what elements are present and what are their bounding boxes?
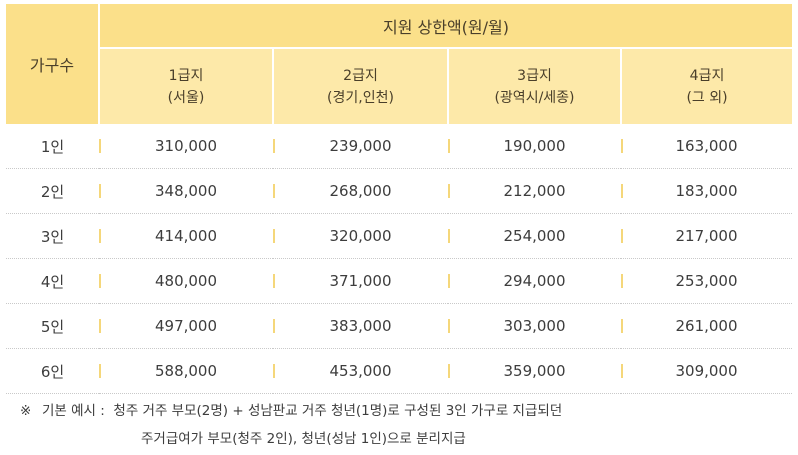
value-cell: 414,000: [99, 213, 273, 259]
header-row-top: 가구수 지원 상한액(원/월): [6, 4, 793, 124]
grade-region: (경기,인천): [327, 89, 394, 106]
grade-name: 1급지: [168, 67, 204, 84]
family-size-header: 가구수: [6, 4, 100, 124]
grade-header-4: 4급지 (그 외): [621, 48, 793, 124]
grade-header-1: 1급지 (서울): [99, 48, 274, 124]
family-size-cell: 5인: [6, 303, 99, 349]
table-row: 6인 588,000 453,000 359,000 309,000: [6, 348, 793, 394]
table-row: 2인 348,000 268,000 212,000 183,000: [6, 168, 793, 214]
note-line-1: ※ 기본 예시 : 청주 거주 부모(2명) + 성남판교 거주 청년(1명)로 …: [20, 397, 562, 425]
table-row: 5인 497,000 383,000 303,000 261,000: [6, 303, 793, 349]
value-cell: 309,000: [621, 348, 793, 394]
grade-name: 2급지: [343, 67, 378, 84]
value-cell: 217,000: [621, 213, 793, 259]
value-cell: 480,000: [99, 258, 273, 304]
value-cell: 497,000: [99, 303, 273, 349]
value-cell: 371,000: [273, 258, 448, 304]
value-cell: 588,000: [99, 348, 273, 394]
table-row: 4인 480,000 371,000 294,000 253,000: [6, 258, 793, 304]
grade-header-3: 3급지 (광역시/세종): [448, 48, 622, 124]
family-size-cell: 3인: [6, 213, 99, 259]
note-text-2: 주거급여가 부모(청주 2인), 청년(성남 1인)으로 분리지급: [141, 431, 466, 447]
family-size-cell: 4인: [6, 258, 99, 304]
value-cell: 239,000: [273, 124, 448, 169]
value-cell: 190,000: [448, 124, 621, 169]
value-cell: 348,000: [99, 168, 273, 214]
table-row: 1인 310,000 239,000 190,000 163,000: [6, 124, 793, 169]
value-cell: 359,000: [448, 348, 621, 394]
grade-name: 4급지: [689, 67, 725, 84]
support-table-container: 가구수 지원 상한액(원/월) 1급지 (서울) 2급지 (경기,인천) 3급지…: [6, 4, 793, 394]
grade-region: (광역시/세종): [494, 89, 575, 106]
value-cell: 383,000: [273, 303, 448, 349]
value-cell: 303,000: [448, 303, 621, 349]
note-line-2: 주거급여가 부모(청주 2인), 청년(성남 1인)으로 분리지급: [20, 425, 562, 453]
family-size-cell: 1인: [6, 124, 99, 169]
header-row-grades: 1급지 (서울) 2급지 (경기,인천) 3급지 (광역시/세종) 4급지 (그…: [6, 48, 793, 124]
grade-region: (서울): [167, 89, 205, 106]
value-cell: 294,000: [448, 258, 621, 304]
support-limit-header: 지원 상한액(원/월): [99, 4, 793, 49]
reference-mark-icon: ※: [20, 403, 32, 419]
value-cell: 268,000: [273, 168, 448, 214]
family-size-cell: 6인: [6, 348, 99, 394]
value-cell: 453,000: [273, 348, 448, 394]
support-limit-table: 가구수 지원 상한액(원/월) 1급지 (서울) 2급지 (경기,인천) 3급지…: [6, 4, 793, 394]
value-cell: 261,000: [621, 303, 793, 349]
note-text-1: 청주 거주 부모(2명) + 성남판교 거주 청년(1명)로 구성된 3인 가구…: [113, 403, 563, 419]
value-cell: 320,000: [273, 213, 448, 259]
value-cell: 254,000: [448, 213, 621, 259]
family-size-cell: 2인: [6, 168, 99, 214]
example-note: ※ 기본 예시 : 청주 거주 부모(2명) + 성남판교 거주 청년(1명)로 …: [20, 397, 562, 453]
grade-region: (그 외): [686, 89, 728, 106]
value-cell: 212,000: [448, 168, 621, 214]
value-cell: 253,000: [621, 258, 793, 304]
value-cell: 163,000: [621, 124, 793, 169]
value-cell: 310,000: [99, 124, 273, 169]
grade-name: 3급지: [517, 67, 552, 84]
table-row: 3인 414,000 320,000 254,000 217,000: [6, 213, 793, 259]
value-cell: 183,000: [621, 168, 793, 214]
grade-header-2: 2급지 (경기,인천): [273, 48, 449, 124]
note-label: 기본 예시 :: [42, 403, 105, 419]
